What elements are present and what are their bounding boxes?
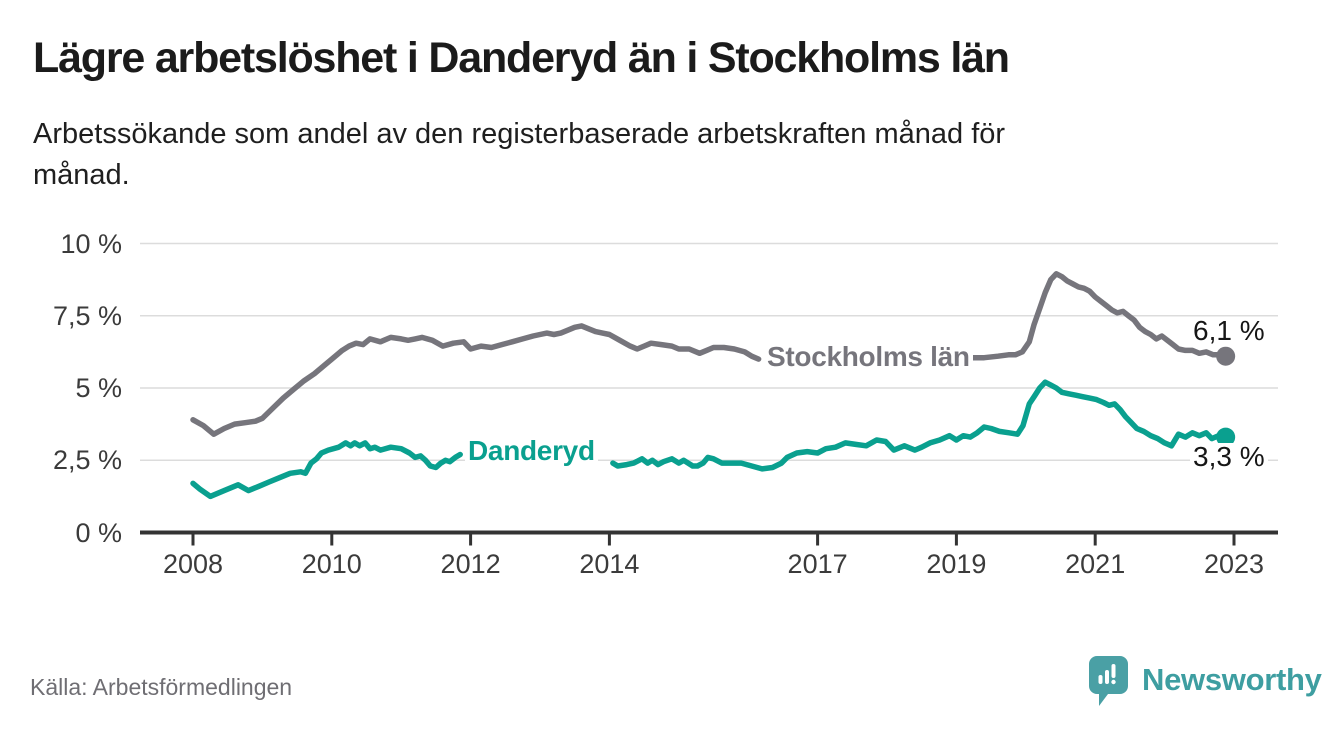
x-axis-label: 2008: [162, 549, 224, 579]
source-note: Källa: Arbetsförmedlingen: [30, 674, 293, 700]
y-axis-label: 5 %: [75, 373, 122, 403]
x-axis-label: 2023: [1203, 549, 1265, 579]
newsworthy-logo: Newsworthy: [1088, 655, 1322, 710]
speech-bubble-bar-chart-icon: [1089, 656, 1128, 706]
y-axis-label: 0 %: [75, 517, 122, 548]
series-line-1: [190, 440, 463, 500]
series-line-0: [967, 271, 1229, 361]
x-axis-label: 2014: [579, 549, 640, 579]
series-end-dot-1: [1216, 427, 1236, 447]
x-axis-label: 2010: [301, 549, 362, 579]
series-end-dot-0: [1216, 346, 1236, 366]
brand-name: Newsworthy: [1142, 662, 1322, 697]
page-title: Lägre arbetslöshet i Danderyd än i Stock…: [33, 34, 1010, 82]
series-line-1: [610, 379, 1229, 472]
y-axis-label: 7,5 %: [52, 300, 122, 331]
series-line-0: [190, 323, 762, 437]
x-axis-label: 2021: [1065, 549, 1126, 579]
x-axis-label: 2012: [440, 549, 501, 579]
series-label-danderyd: Danderyd: [465, 436, 598, 466]
x-axis-label: 2017: [787, 549, 848, 579]
end-value-label-danderyd: 3,3 %: [1190, 443, 1268, 471]
end-value-label-stockholms-lan: 6,1 %: [1190, 317, 1268, 345]
y-axis-label: 2,5 %: [52, 445, 122, 476]
chart-subtitle: Arbetssökande som andel av den registerb…: [33, 118, 1006, 192]
series-label-stockholms-lan: Stockholms län: [764, 342, 973, 372]
y-axis-label: 10 %: [60, 228, 122, 259]
x-axis-label: 2019: [926, 549, 987, 579]
